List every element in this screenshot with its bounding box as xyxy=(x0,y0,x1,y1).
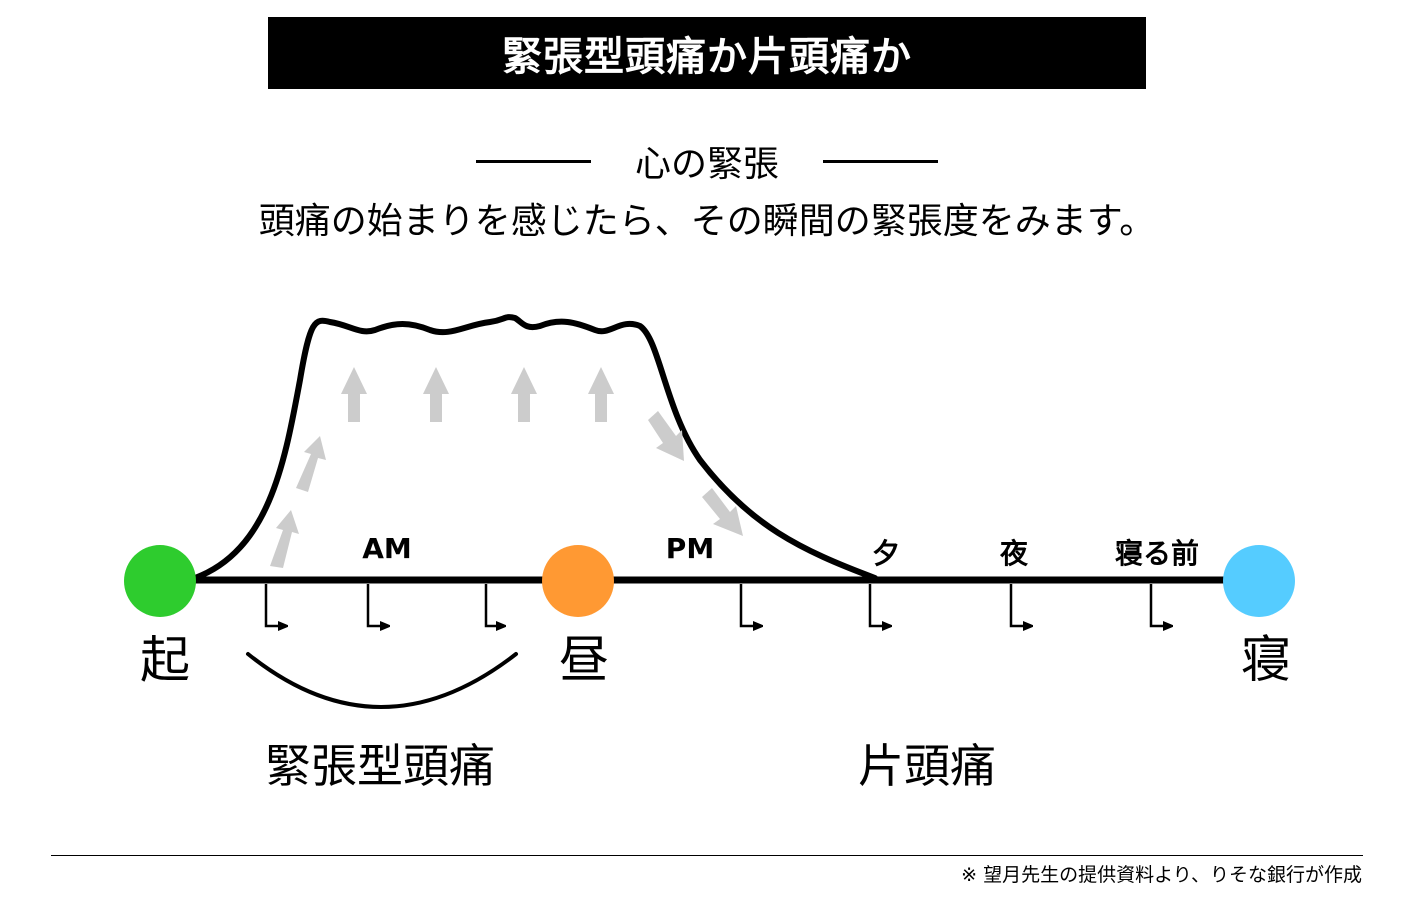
label-pm: PM xyxy=(665,532,715,565)
tension-curve xyxy=(192,314,878,581)
category-migraine: 片頭痛 xyxy=(858,739,996,793)
step-arrows xyxy=(264,584,1165,626)
subheading: 心の緊張 xyxy=(0,135,1414,187)
rising-arrows xyxy=(270,367,743,568)
label-am: AM xyxy=(362,532,412,565)
footer-divider xyxy=(51,855,1363,856)
wake-marker xyxy=(124,545,196,617)
source-note: ※ 望月先生の提供資料より、りそな銀行が作成 xyxy=(961,864,1362,886)
title-banner: 緊張型頭痛か片頭痛か xyxy=(268,17,1146,89)
label-before-sleep: 寝る前 xyxy=(1114,537,1200,570)
instruction-text: 頭痛の始まりを感じたら、その瞬間の緊張度をみます。 xyxy=(258,201,1156,242)
label-noon: 昼 xyxy=(559,631,609,689)
label-night: 夜 xyxy=(999,537,1029,570)
sleep-marker xyxy=(1223,545,1295,617)
label-evening: 夕 xyxy=(871,537,901,570)
label-sleep: 寝 xyxy=(1241,631,1291,689)
left-rule xyxy=(475,159,591,163)
noon-marker xyxy=(542,545,614,617)
subheading-label: 心の緊張 xyxy=(634,144,779,185)
page-title: 緊張型頭痛か片頭痛か xyxy=(502,34,912,80)
tension-bracket xyxy=(246,652,518,709)
right-rule xyxy=(823,159,938,163)
label-wake: 起 xyxy=(140,631,190,689)
category-tension-headache: 緊張型頭痛 xyxy=(265,739,495,793)
